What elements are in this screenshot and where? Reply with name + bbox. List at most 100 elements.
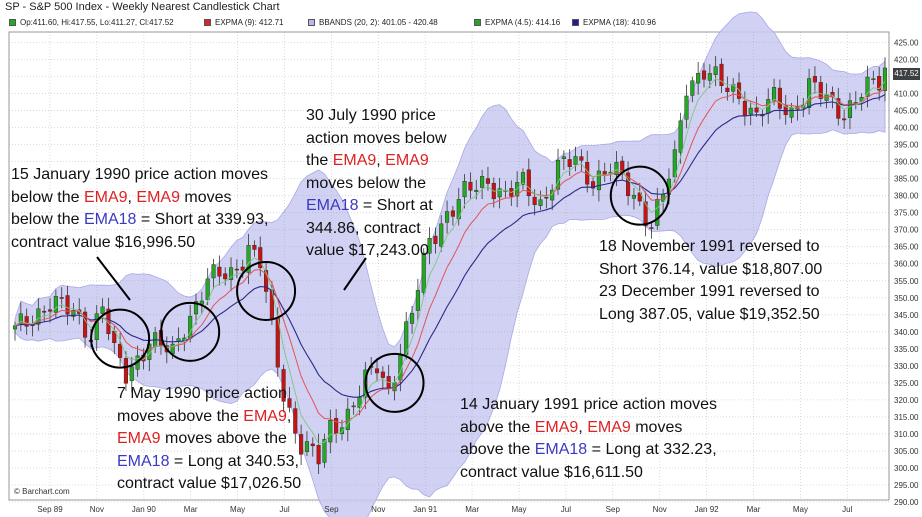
x-tick-label: Jan 90: [132, 505, 157, 514]
y-tick-label: 290.00: [894, 498, 919, 507]
candle-body: [836, 98, 841, 119]
x-tick-label: Sep 89: [37, 505, 63, 514]
candle-body: [118, 343, 123, 358]
annotation-jan-1990: 15 January 1990 price action moves below…: [11, 166, 269, 251]
candle-body: [701, 70, 707, 80]
y-tick-label: 320.00: [894, 396, 919, 405]
candle-body: [351, 405, 356, 408]
event-circle: [90, 308, 151, 369]
candle-body: [561, 156, 566, 159]
candle-body: [252, 245, 257, 250]
candle-body: [655, 199, 660, 226]
event-circle: [236, 260, 297, 321]
legend-item-bbands: BBANDS (20, 2): 401.05 - 420.48: [308, 18, 438, 27]
candle-body: [713, 66, 718, 75]
candle-body: [199, 300, 204, 305]
candle-body: [567, 159, 572, 167]
chart-title: SP - S&P 500 Index - Weekly Nearest Cand…: [5, 1, 280, 13]
candle-body: [678, 120, 683, 153]
y-tick-label: 335.00: [894, 345, 919, 354]
candle-body: [258, 247, 263, 268]
annotation-jan-1991: 14 January 1991 price action moves above…: [460, 396, 718, 481]
candle-body: [725, 87, 730, 93]
candle-body: [719, 63, 724, 87]
candle-body: [287, 398, 292, 408]
candle-body: [707, 73, 712, 81]
candle-body: [474, 189, 479, 192]
candle-body: [842, 118, 847, 121]
candle-body: [281, 369, 286, 402]
candle-body: [871, 78, 876, 80]
candle-body: [614, 161, 619, 176]
y-tick-label: 390.00: [894, 158, 919, 167]
candle-body: [339, 427, 345, 435]
legend: Op:411.60, Hi:417.55, Lo:411.27, Cl:417.…: [9, 16, 915, 30]
candle-body: [299, 434, 304, 455]
candle-body: [421, 252, 426, 293]
candle-body: [696, 73, 701, 84]
ema45-line: [14, 78, 886, 445]
y-tick-label: 350.00: [894, 294, 919, 303]
x-tick-label: Jan 92: [695, 505, 720, 514]
y-tick-label: 405.00: [894, 107, 919, 116]
candle-body: [497, 188, 502, 198]
candle-body: [526, 169, 531, 197]
x-tick-label: Nov: [90, 505, 104, 514]
candle-body: [129, 366, 134, 382]
ema18-line: [14, 94, 886, 398]
y-tick-label: 420.00: [894, 56, 919, 65]
y-tick-label: 375.00: [894, 209, 919, 218]
candle-body: [427, 237, 432, 254]
candle-body: [328, 420, 333, 443]
y-tick-label: 315.00: [894, 413, 919, 422]
candle-body: [649, 227, 654, 229]
candle-body: [36, 308, 41, 325]
candle-body: [532, 196, 537, 205]
candle-body: [193, 301, 199, 315]
candle-body: [65, 295, 70, 315]
candle-body: [205, 278, 210, 300]
x-tick-label: Jul: [279, 505, 289, 514]
candle-body: [865, 76, 870, 97]
candle-body: [433, 235, 438, 244]
candle-body: [520, 172, 526, 185]
y-tick-label: 365.00: [894, 243, 919, 252]
candle-body: [807, 78, 812, 108]
y-tick-label: 295.00: [894, 481, 919, 490]
leader-line: [343, 257, 367, 291]
candle-body: [53, 296, 58, 313]
candle-body: [94, 313, 99, 340]
candle-body: [316, 445, 321, 465]
legend-item-ema45: EXPMA (4.5): 414.16: [474, 18, 560, 27]
candle-body: [573, 156, 578, 165]
candle-body: [596, 170, 601, 191]
candle-body: [439, 223, 444, 247]
y-tick-label: 305.00: [894, 447, 919, 456]
candle-body: [480, 176, 485, 188]
y-tick-label: 345.00: [894, 311, 919, 320]
candle-body: [824, 94, 829, 101]
x-tick-label: Mar: [184, 505, 198, 514]
y-tick-label: 425.00: [894, 39, 919, 48]
candle-body: [47, 309, 53, 312]
candle-body: [555, 159, 561, 190]
legend-item-ema9: EXPMA (9): 412.71: [204, 18, 283, 27]
candle-body: [415, 290, 420, 311]
candle-body: [620, 160, 625, 175]
candle-body: [847, 100, 853, 118]
x-tick-label: May: [230, 505, 245, 514]
candle-body: [59, 297, 64, 299]
y-tick-label: 360.00: [894, 260, 919, 269]
leader-line: [96, 256, 131, 301]
y-tick-label: 340.00: [894, 328, 919, 337]
x-tick-label: Sep: [324, 505, 339, 514]
x-tick-label: Mar: [747, 505, 761, 514]
y-tick-label: 300.00: [894, 464, 919, 473]
y-tick-label: 330.00: [894, 362, 919, 371]
candle-body: [304, 441, 310, 453]
candle-body: [240, 266, 245, 271]
candle-body: [812, 76, 817, 83]
x-tick-label: Jul: [842, 505, 852, 514]
x-tick-label: May: [511, 505, 526, 514]
candle-body: [777, 87, 782, 109]
